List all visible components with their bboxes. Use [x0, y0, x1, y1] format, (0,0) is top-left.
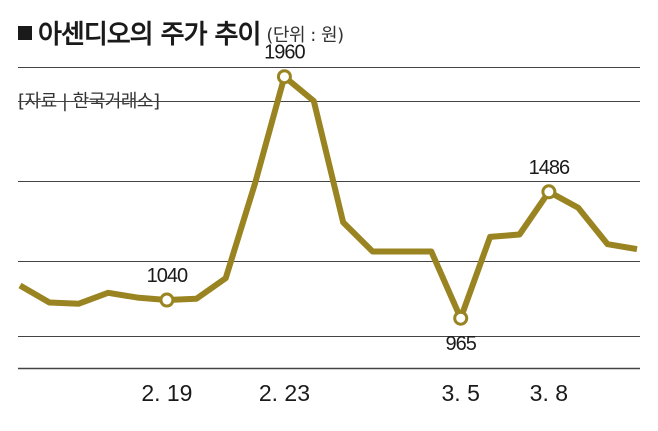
x-tick-label: 3. 8: [530, 380, 568, 406]
marker-965: [453, 310, 469, 326]
x-tick-label: 2. 19: [141, 380, 192, 406]
chart-title: 아센디오의 주가 추이 (단위 : 원): [18, 14, 344, 51]
marker-1040: [159, 292, 175, 308]
marker-1486: [541, 184, 557, 200]
data-label-1486: 1486: [529, 157, 570, 179]
marker-1960: [276, 69, 292, 85]
data-label-1960: 1960: [264, 42, 305, 64]
data-label-965: 965: [446, 333, 477, 355]
x-axis-ticks: 2. 19 2. 23 3. 5 3. 8: [141, 380, 568, 406]
data-labels: 1040 1960 965 1486: [147, 42, 571, 356]
x-tick-label: 2. 23: [259, 380, 310, 406]
data-label-1040: 1040: [147, 265, 188, 287]
gridlines: [18, 67, 640, 370]
series-line: [18, 73, 638, 322]
title-text: 아센디오의 주가 추이: [38, 20, 261, 50]
title-bullet-square: [18, 26, 32, 40]
price-line: [18, 73, 638, 322]
unit-label: (단위 : 원): [266, 25, 344, 46]
data-markers: [159, 69, 557, 326]
x-tick-label: 3. 5: [442, 380, 480, 406]
